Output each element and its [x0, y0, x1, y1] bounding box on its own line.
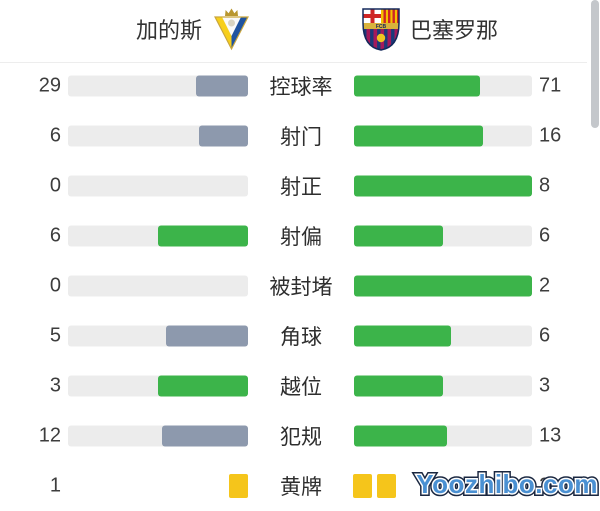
stat-label: 射门: [280, 126, 322, 149]
away-value: 16: [539, 124, 562, 147]
home-value: 3: [49, 374, 61, 397]
header-divider: [0, 62, 587, 63]
home-bar: [68, 225, 248, 247]
stat-row: 12 犯规 13: [0, 411, 600, 461]
stat-label: 犯规: [280, 426, 322, 449]
stat-label: 被封堵: [269, 276, 333, 299]
away-bar-fill: [354, 275, 532, 297]
away-team-header: FCB 巴塞罗那: [361, 7, 498, 51]
watermark-stroke: Yoozhibo.com: [415, 468, 599, 501]
away-bar: [354, 325, 532, 347]
yellow-card-icon: [377, 474, 396, 498]
away-bar: [354, 425, 532, 447]
yellow-cards-row: 1 黄牌 2: [0, 461, 600, 511]
away-cards: [353, 474, 396, 498]
stat-row: 6 射门 16: [0, 111, 600, 161]
home-value: 12: [38, 424, 61, 447]
home-bar-fill: [166, 325, 248, 347]
home-bar: [68, 275, 248, 297]
away-value: 2: [539, 274, 551, 297]
home-bar-fill: [158, 375, 248, 397]
away-value: 13: [539, 424, 562, 447]
match-header: 加的斯 FCB: [0, 0, 600, 62]
away-bar-fill: [354, 425, 447, 447]
home-value: 1: [49, 474, 61, 497]
away-value: 2: [539, 474, 551, 497]
away-value: 6: [539, 324, 551, 347]
away-team-name: 巴塞罗那: [410, 18, 499, 43]
svg-text:FCB: FCB: [376, 24, 387, 30]
home-team-header: 加的斯: [48, 7, 250, 51]
cadiz-crest-icon: [214, 8, 249, 51]
home-cards: [68, 474, 248, 498]
home-team-name: 加的斯: [135, 18, 202, 43]
home-bar: [68, 75, 248, 97]
stat-row: 6 射偏 6: [0, 211, 600, 261]
stat-label: 角球: [280, 326, 322, 349]
away-bar: [354, 125, 532, 147]
stat-row: 0 射正 8: [0, 161, 600, 211]
away-bar: [354, 175, 532, 197]
away-value: 71: [539, 74, 562, 97]
home-bar: [68, 375, 248, 397]
stat-label: 射正: [280, 176, 322, 199]
scrollbar-thumb[interactable]: [591, 0, 599, 128]
home-value: 6: [49, 124, 61, 147]
watermark-outline: Yoozhibo.com: [413, 466, 600, 502]
away-bar: [354, 275, 532, 297]
stat-label: 越位: [280, 376, 322, 399]
away-bar-fill: [354, 175, 532, 197]
away-bar: [354, 375, 532, 397]
home-value: 29: [38, 74, 61, 97]
away-bar-fill: [354, 375, 443, 397]
yellow-card-icon: [229, 474, 248, 498]
home-bar-fill: [195, 75, 248, 97]
home-value: 6: [49, 224, 61, 247]
away-bar-fill: [354, 325, 452, 347]
stat-row: 5 角球 6: [0, 311, 600, 361]
home-bar-fill: [161, 425, 248, 447]
stat-label: 控球率: [269, 76, 333, 99]
away-value: 8: [539, 174, 551, 197]
home-bar-fill: [158, 225, 248, 247]
stat-row: 3 越位 3: [0, 361, 600, 411]
stat-label: 射偏: [280, 226, 322, 249]
home-bar: [68, 425, 248, 447]
home-bar: [68, 175, 248, 197]
home-value: 5: [49, 324, 61, 347]
home-bar: [68, 125, 248, 147]
home-bar: [68, 325, 248, 347]
stat-row: 0 被封堵 2: [0, 261, 600, 311]
away-bar-fill: [354, 75, 481, 97]
away-value: 6: [539, 224, 551, 247]
away-bar-fill: [354, 225, 443, 247]
stats-list: 29 控球率 71 6 射门 16 0 射正 8 6 射偏: [0, 61, 600, 511]
watermark-text: Yoozhibo.com: [416, 469, 598, 499]
barcelona-crest-icon: FCB: [362, 8, 400, 51]
away-bar: [354, 225, 532, 247]
away-bar-fill: [354, 125, 484, 147]
away-value: 3: [539, 374, 551, 397]
yellow-card-icon: [353, 474, 372, 498]
home-value: 0: [49, 174, 61, 197]
stat-row: 29 控球率 71: [0, 61, 600, 111]
home-bar-fill: [198, 125, 248, 147]
home-value: 0: [49, 274, 61, 297]
stat-label: 黄牌: [280, 476, 322, 499]
away-bar: [354, 75, 532, 97]
